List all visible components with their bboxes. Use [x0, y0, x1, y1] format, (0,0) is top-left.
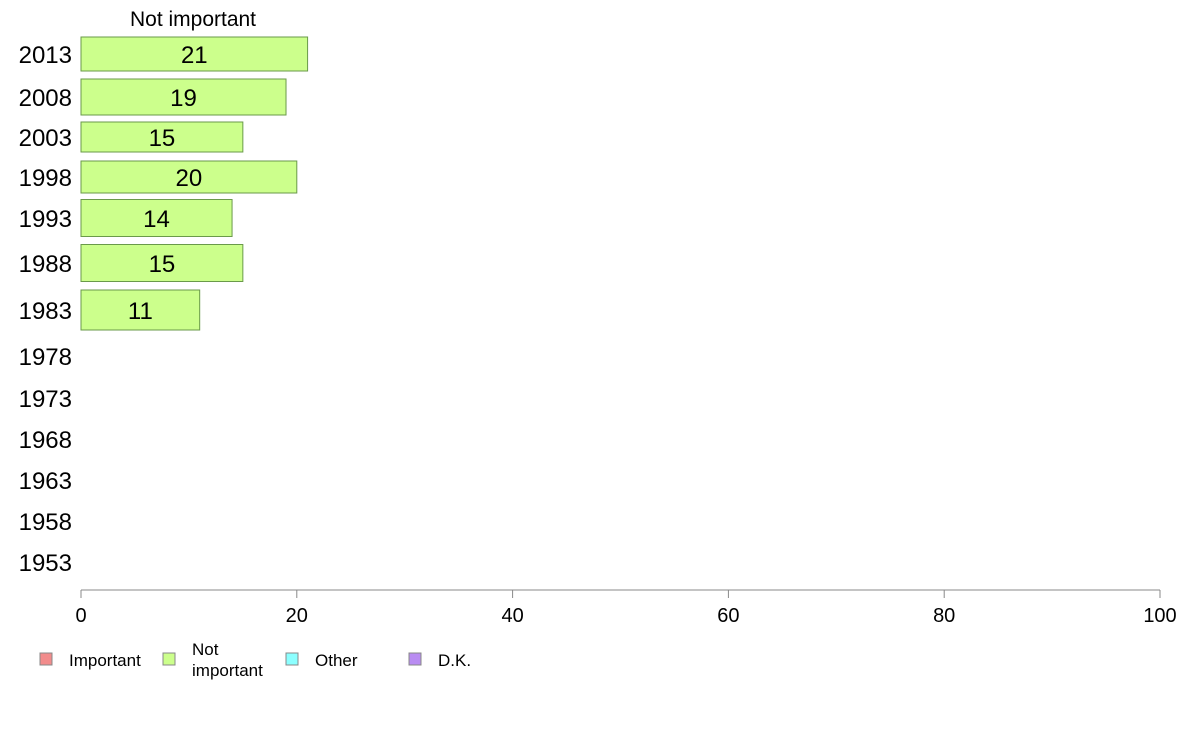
x-tick-label-0: 0: [75, 605, 86, 627]
legend-swatch-d-k-: [408, 652, 422, 666]
category-label-2008: 2008: [19, 85, 72, 112]
legend-swatch-other: [285, 652, 299, 666]
series-header: Not important: [130, 8, 256, 31]
category-label-2003: 2003: [19, 125, 72, 152]
legend-label-d-k-: D.K.: [438, 651, 471, 670]
category-label-1968: 1968: [19, 427, 72, 454]
category-label-1983: 1983: [19, 298, 72, 325]
data-label-not-important-2013: 21: [181, 42, 208, 69]
data-label-not-important-1983: 11: [128, 298, 153, 325]
category-label-1953: 1953: [19, 550, 72, 577]
data-label-not-important-1998: 20: [176, 165, 203, 192]
x-tick-label-100: 100: [1143, 605, 1176, 627]
category-label-2013: 2013: [19, 42, 72, 69]
x-tick-label-60: 60: [717, 605, 739, 627]
bar-not-important-1988: [80, 244, 244, 282]
category-label-1993: 1993: [19, 206, 72, 233]
x-tick-label-40: 40: [501, 605, 523, 627]
bar-not-important-1983: [80, 289, 201, 331]
bar-not-important-2003: [80, 121, 244, 153]
data-label-not-important-1993: 14: [143, 206, 170, 233]
category-label-1988: 1988: [19, 251, 72, 278]
legend-swatch-important: [39, 652, 53, 666]
legend-label-other: Other: [315, 651, 358, 670]
bar-not-important-2008: [80, 78, 287, 116]
category-label-1963: 1963: [19, 468, 72, 495]
x-tick-label-80: 80: [933, 605, 955, 627]
data-label-not-important-2003: 15: [149, 125, 176, 152]
bar-not-important-1998: [80, 160, 298, 194]
category-label-1978: 1978: [19, 344, 72, 371]
legend-label-not-important: Not important: [192, 640, 263, 680]
category-label-1973: 1973: [19, 386, 72, 413]
x-tick-label-20: 20: [286, 605, 308, 627]
bar-not-important-2013: [80, 36, 309, 72]
legend-label-important: Important: [69, 651, 141, 670]
data-label-not-important-1988: 15: [149, 251, 176, 278]
category-label-1998: 1998: [19, 165, 72, 192]
bar-not-important-1993: [80, 199, 233, 237]
data-label-not-important-2008: 19: [170, 85, 197, 112]
category-label-1958: 1958: [19, 509, 72, 536]
legend-swatch-not-important: [162, 652, 176, 666]
